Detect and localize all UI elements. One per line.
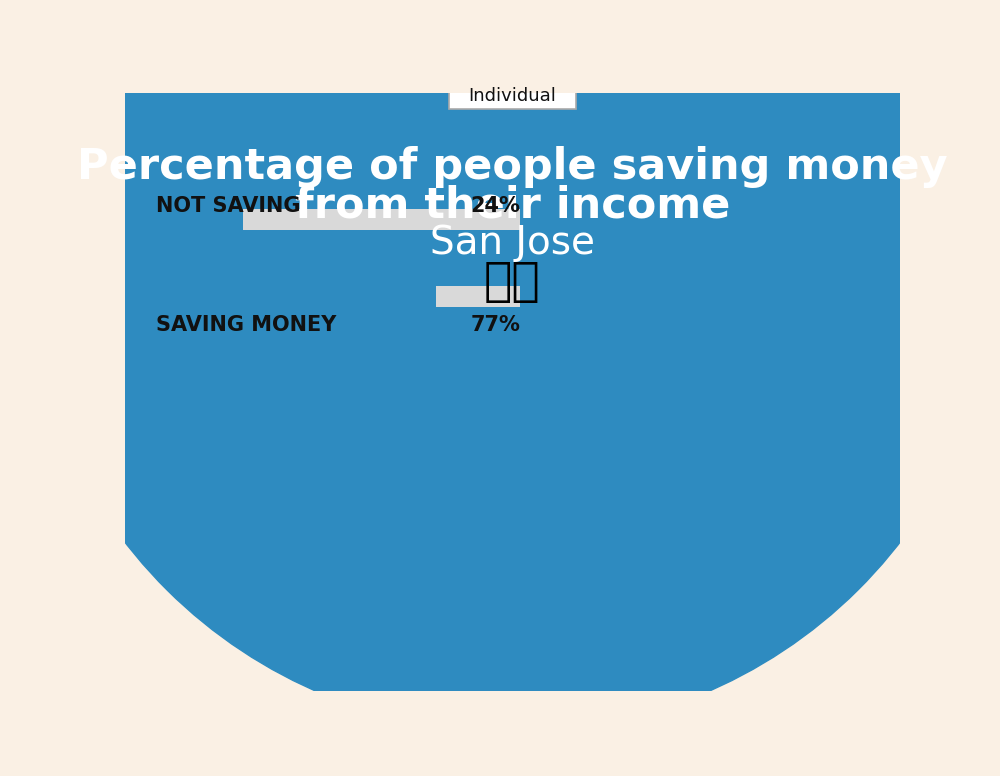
Bar <box>156 209 243 230</box>
Text: 77%: 77% <box>470 315 520 335</box>
Bar <box>156 286 436 307</box>
Bar <box>156 286 520 307</box>
Text: 24%: 24% <box>470 196 520 216</box>
FancyBboxPatch shape <box>449 84 576 109</box>
Text: 🇨🇷: 🇨🇷 <box>484 260 541 305</box>
Text: Individual: Individual <box>469 87 556 106</box>
Text: from their income: from their income <box>295 185 730 227</box>
Bar <box>156 209 520 230</box>
Circle shape <box>24 0 1000 733</box>
Text: NOT SAVING: NOT SAVING <box>156 196 300 216</box>
Text: SAVING MONEY: SAVING MONEY <box>156 315 336 335</box>
Text: Percentage of people saving money: Percentage of people saving money <box>77 146 948 188</box>
Text: San Jose: San Jose <box>430 223 595 262</box>
